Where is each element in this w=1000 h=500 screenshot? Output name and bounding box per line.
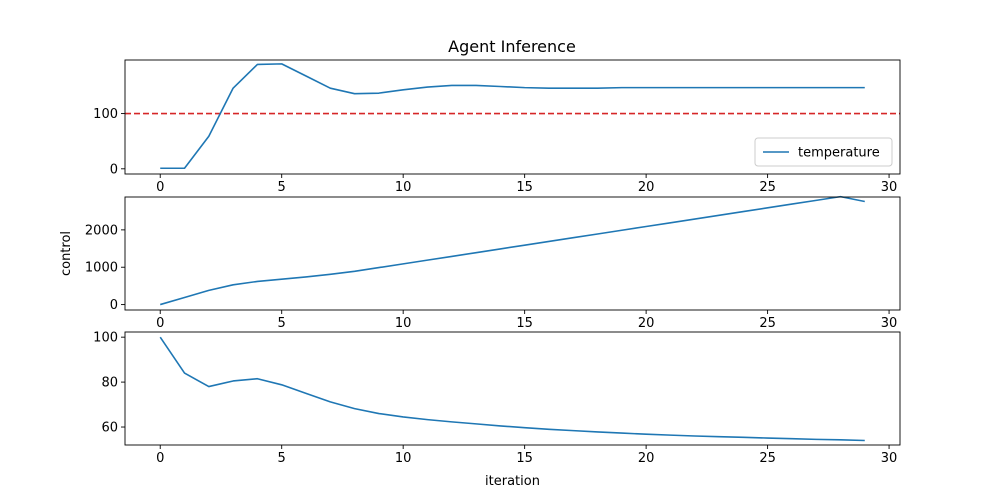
x-tick-label: 0 — [156, 451, 164, 466]
x-tick-label: 25 — [759, 316, 776, 331]
x-tick-label: 25 — [759, 451, 776, 466]
x-tick-label: 30 — [881, 180, 898, 195]
x-tick-label: 5 — [278, 451, 286, 466]
y-tick-label: 0 — [110, 162, 118, 177]
chart-title: Agent Inference — [448, 37, 576, 56]
y-tick-label: 1000 — [85, 261, 118, 276]
x-tick-label: 20 — [638, 451, 655, 466]
y-tick-label: 2000 — [85, 223, 118, 238]
x-tick-label: 10 — [395, 316, 412, 331]
x-tick-label: 15 — [516, 316, 533, 331]
legend-label: temperature — [798, 146, 880, 161]
y-tick-label: 100 — [93, 107, 118, 122]
x-tick-label: 0 — [156, 316, 164, 331]
panel-3: 0 5 10 15 20 25 30 60 80 100 iteration — [93, 331, 901, 489]
x-axis-label: iteration — [485, 474, 540, 489]
legend: temperature — [754, 137, 893, 167]
series-line-temperature — [160, 63, 865, 170]
x-tick-label: 15 — [516, 180, 533, 195]
x-tick-label: 15 — [516, 451, 533, 466]
y-tick-label: 80 — [101, 376, 118, 391]
x-tick-label: 30 — [881, 316, 898, 331]
x-tick-label: 20 — [638, 180, 655, 195]
series-line-panel-3 — [159, 336, 865, 442]
y-tick-label: 60 — [101, 421, 118, 436]
series-line-panel-2 — [160, 195, 865, 306]
x-tick-label: 25 — [759, 180, 776, 195]
y-axis-label: control — [59, 231, 74, 276]
plot-frame — [124, 196, 901, 311]
x-tick-label: 5 — [278, 180, 286, 195]
plot-frame — [124, 331, 901, 446]
x-tick-label: 10 — [395, 180, 412, 195]
panel-1: 0 5 10 15 20 25 30 0 100 temperature — [93, 59, 901, 195]
x-tick-label: 10 — [395, 451, 412, 466]
x-tick-label: 0 — [156, 180, 164, 195]
y-tick-label: 0 — [110, 298, 118, 313]
x-tick-label: 30 — [881, 451, 898, 466]
legend-box — [754, 137, 893, 167]
x-tick-label: 20 — [638, 316, 655, 331]
panel-2: 0 5 10 15 20 25 30 0 1000 2000 control — [59, 195, 901, 331]
plot-frame — [124, 59, 901, 175]
y-tick-label: 100 — [93, 331, 118, 346]
x-tick-label: 5 — [278, 316, 286, 331]
